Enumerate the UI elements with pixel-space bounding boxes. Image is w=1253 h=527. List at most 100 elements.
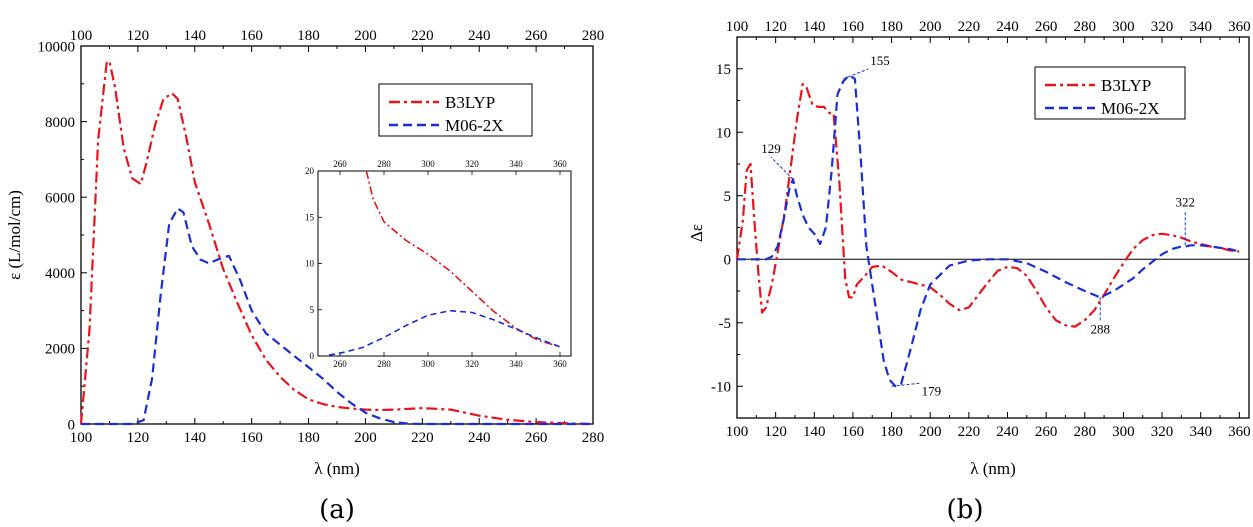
panel-b-x-tick-label: 320 bbox=[1151, 424, 1174, 440]
panel-b-annotations: 155 129 179 288 322 bbox=[761, 53, 1195, 398]
panel-b-y-tick-label: -10 bbox=[711, 380, 731, 396]
panel-b-series-line-1 bbox=[737, 74, 1240, 388]
panel-a-top-tick-label: 160 bbox=[240, 28, 263, 44]
panel-a-x-tick-label: 160 bbox=[240, 430, 263, 446]
panel-b-top-tick-label: 340 bbox=[1189, 19, 1212, 35]
panel-a-y-axis-label: ε (L/mol/cm) bbox=[5, 190, 24, 280]
panel-a-top-tick-label: 200 bbox=[354, 28, 377, 44]
panel-a-top-tick-label: 100 bbox=[70, 28, 93, 44]
panel-b-series bbox=[735, 74, 1240, 388]
panel-b-annotation-label: 179 bbox=[922, 383, 942, 398]
panel-b-top-tick-label: 300 bbox=[1112, 19, 1135, 35]
panel-a-top-tick-label: 180 bbox=[297, 28, 320, 44]
panel-a-x-tick-label: 120 bbox=[127, 430, 150, 446]
panel-b-top-tick-label: 240 bbox=[996, 19, 1019, 35]
inset-top-tick-label: 260 bbox=[333, 159, 347, 169]
panel-a-top-tick-label: 280 bbox=[582, 28, 605, 44]
panel-b-y-tick-label: 0 bbox=[724, 253, 732, 269]
panel-b-x-tick-label: 280 bbox=[1074, 424, 1097, 440]
panel-b-x-tick-label: 360 bbox=[1228, 424, 1251, 440]
panel-a-plot-area: 1001001201201401401601601801802002002202… bbox=[38, 28, 605, 446]
panel-b-x-tick-label: 300 bbox=[1112, 424, 1135, 440]
panel-a-x-tick-label: 220 bbox=[411, 430, 434, 446]
panel-b-x-tick-label: 140 bbox=[803, 424, 826, 440]
panel-b-top-tick-label: 100 bbox=[726, 19, 749, 35]
panel-a-series-line-0 bbox=[79, 60, 594, 426]
panel-b-x-axis-label: λ (nm) bbox=[970, 459, 1016, 478]
panel-a-top-tick-label: 240 bbox=[468, 28, 491, 44]
panel-b-x-tick-label: 100 bbox=[726, 424, 749, 440]
panel-a-legend: B3LYP M06-2X bbox=[378, 83, 533, 137]
panel-b-caption: (b) bbox=[947, 495, 984, 525]
panel-a-y-tick-label: 4000 bbox=[45, 266, 75, 282]
panel-b-top-tick-label: 200 bbox=[919, 19, 942, 35]
panel-a-x-tick-label: 180 bbox=[297, 430, 320, 446]
panel-a-x-tick-label: 100 bbox=[70, 430, 93, 446]
panel-b-annotation-leader bbox=[770, 156, 794, 180]
inset-x-tick-label: 300 bbox=[421, 359, 435, 369]
panel-b-annotation-label: 322 bbox=[1175, 194, 1195, 209]
panel-b-top-tick-label: 180 bbox=[880, 19, 903, 35]
panel-b-top-tick-label: 280 bbox=[1074, 19, 1097, 35]
panel-a-series-line-1 bbox=[81, 207, 593, 426]
inset-frame bbox=[317, 170, 572, 357]
inset-x-tick-label: 320 bbox=[465, 359, 479, 369]
panel-a-top-tick-label: 220 bbox=[411, 28, 434, 44]
panel-b-x-tick-label: 120 bbox=[764, 424, 787, 440]
panel-a-legend-label-1: M06-2X bbox=[445, 116, 504, 135]
panel-a-series bbox=[79, 60, 594, 426]
panel-a-chart: 1001001201201401401601601801802002002202… bbox=[5, 28, 604, 525]
panel-a-inset: 260 260 280 280 300 300 320 320 340 340 360 360 0 5 10… bbox=[305, 159, 572, 369]
inset-top-tick-label: 320 bbox=[465, 159, 479, 169]
inset-series-line-1 bbox=[328, 309, 561, 356]
panel-b-y-tick-label: 15 bbox=[716, 62, 731, 78]
panel-b-chart: 1001001201201401401601601801802002002202… bbox=[687, 19, 1251, 525]
panel-b-top-tick-label: 140 bbox=[803, 19, 826, 35]
inset-top-tick-label: 360 bbox=[553, 159, 567, 169]
inset-y-tick-label: 0 bbox=[310, 351, 315, 361]
panel-a-x-tick-label: 260 bbox=[525, 430, 548, 446]
panel-b-x-tick-label: 240 bbox=[996, 424, 1019, 440]
panel-b-x-tick-label: 260 bbox=[1035, 424, 1058, 440]
panel-a-legend-box bbox=[378, 83, 533, 137]
inset-y-tick-label: 10 bbox=[305, 259, 315, 269]
inset-x-tick-label: 340 bbox=[509, 359, 523, 369]
panel-b-legend-box bbox=[1034, 66, 1186, 120]
panel-b-series-line-0 bbox=[735, 82, 1240, 328]
inset-y-tick-label: 20 bbox=[305, 166, 315, 176]
inset-x-tick-label: 280 bbox=[377, 359, 391, 369]
panel-b-annotation-label: 129 bbox=[761, 141, 781, 156]
panel-b-x-tick-label: 340 bbox=[1189, 424, 1212, 440]
panel-b-y-tick-label: 10 bbox=[716, 126, 731, 142]
panel-b-annotation-label: 288 bbox=[1090, 321, 1110, 336]
panel-a-y-tick-label: 8000 bbox=[45, 115, 75, 131]
panel-a-top-tick-label: 140 bbox=[184, 28, 207, 44]
panel-a-legend-label-0: B3LYP bbox=[445, 93, 495, 112]
panel-a-y-tick-label: 2000 bbox=[45, 342, 75, 358]
panel-b-x-tick-label: 200 bbox=[919, 424, 942, 440]
panel-b-top-tick-label: 320 bbox=[1151, 19, 1174, 35]
inset-top-tick-label: 280 bbox=[377, 159, 391, 169]
inset-top-tick-label: 340 bbox=[509, 159, 523, 169]
panel-a-x-axis-label: λ (nm) bbox=[314, 459, 360, 478]
panel-b-x-tick-label: 160 bbox=[842, 424, 865, 440]
panel-a-top-tick-label: 120 bbox=[127, 28, 150, 44]
panel-a-x-tick-label: 280 bbox=[582, 430, 605, 446]
panel-b-top-tick-label: 220 bbox=[958, 19, 981, 35]
panel-b-y-axis-label: Δε bbox=[687, 224, 706, 242]
panel-a-x-tick-label: 140 bbox=[184, 430, 207, 446]
panel-a-y-tick-label: 6000 bbox=[45, 190, 75, 206]
panel-b-legend-label-0: B3LYP bbox=[1101, 76, 1151, 95]
panel-b-annotation-label: 155 bbox=[870, 53, 890, 68]
panel-b-x-tick-label: 180 bbox=[880, 424, 903, 440]
panel-b-y-tick-label: 5 bbox=[724, 189, 732, 205]
inset-x-tick-label: 260 bbox=[333, 359, 347, 369]
inset-y-tick-label: 5 bbox=[310, 305, 315, 315]
panel-b-y-tick-label: -5 bbox=[719, 316, 732, 332]
panel-b-legend: B3LYP M06-2X bbox=[1034, 66, 1186, 120]
panel-a-x-tick-label: 200 bbox=[354, 430, 377, 446]
inset-y-tick-label: 15 bbox=[305, 212, 315, 222]
panel-a-y-tick-label: 0 bbox=[68, 417, 76, 433]
panel-b-legend-label-1: M06-2X bbox=[1101, 99, 1160, 118]
